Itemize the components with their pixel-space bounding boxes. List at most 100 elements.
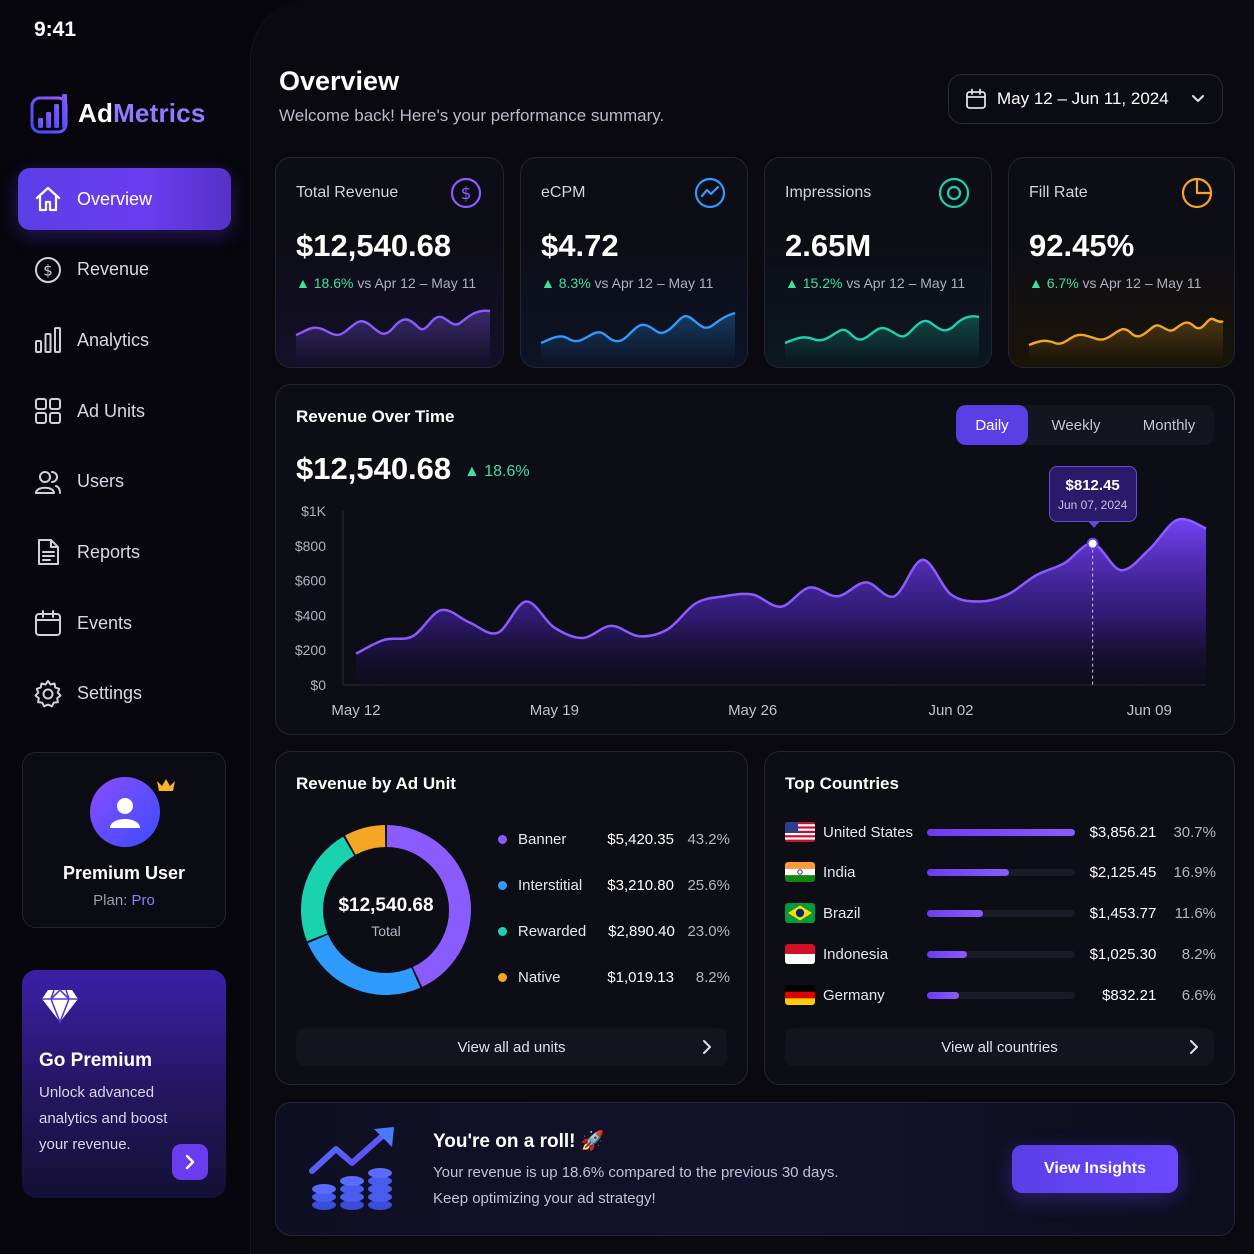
ad-unit-donut-chart[interactable] xyxy=(296,820,476,1000)
kpi-card-ecpm[interactable]: eCPM $4.72 ▲ 8.3% vs Apr 12 – May 11 xyxy=(520,157,748,368)
kpi-value: 2.65M xyxy=(785,228,872,263)
donut-slice-native[interactable] xyxy=(345,825,386,855)
country-share-bar xyxy=(927,828,1075,836)
chart-title: Revenue Over Time xyxy=(296,407,455,426)
country-name: United States xyxy=(823,823,914,841)
ad-unit-row-banner[interactable]: Banner $5,420.35 43.2% xyxy=(498,827,730,851)
highlight-point[interactable] xyxy=(1086,537,1099,550)
revenue-area-chart[interactable]: $0 $200 $400 $600 $800 $1K May 12 May 19 May 26… xyxy=(276,385,1235,735)
go-premium-description: Unlock advanced analytics and boost your… xyxy=(39,1084,168,1153)
country-share: 11.6% xyxy=(1174,904,1216,922)
go-premium-button[interactable] xyxy=(172,1144,208,1180)
ad-unit-row-interstitial[interactable]: Interstitial $3,210.80 25.6% xyxy=(498,873,730,897)
sidebar-item-revenue[interactable]: $ Revenue xyxy=(18,239,231,301)
period-daily-button[interactable]: Daily xyxy=(956,405,1028,445)
app-logo[interactable]: AdMetrics xyxy=(30,92,206,134)
sidebar-item-settings[interactable]: Settings xyxy=(18,663,231,725)
sidebar-item-label: Events xyxy=(77,612,133,633)
chevron-right-icon xyxy=(1190,1040,1198,1054)
calendar-icon xyxy=(966,88,986,109)
country-name: Indonesia xyxy=(823,945,889,963)
country-amount: $832.21 xyxy=(1102,986,1157,1004)
kpi-label: Impressions xyxy=(785,184,872,201)
ad-unit-title: Revenue by Ad Unit xyxy=(296,774,456,793)
country-row-brazil[interactable]: Brazil $1,453.77 11.6% xyxy=(785,900,1216,926)
kpi-delta: ▲ 15.2% vs Apr 12 – May 11 xyxy=(785,275,966,291)
sidebar-item-overview[interactable]: Overview xyxy=(18,168,231,230)
country-share-bar xyxy=(927,991,1075,999)
ad-unit-row-native[interactable]: Native $1,019.13 8.2% xyxy=(498,965,730,989)
donut-slice-banner[interactable] xyxy=(386,825,471,987)
user-icon xyxy=(110,798,140,828)
target-icon xyxy=(938,177,970,209)
ad-unit-share: 25.6% xyxy=(687,876,730,894)
sidebar-item-analytics[interactable]: Analytics xyxy=(18,309,231,371)
donut-slice-rewarded[interactable] xyxy=(301,836,355,942)
sidebar: AdMetrics Overview $ Revenue Analytics A… xyxy=(0,0,250,1254)
country-share-bar xyxy=(927,950,1075,958)
ad-unit-amount: $1,019.13 xyxy=(607,968,674,986)
kpi-card-total-revenue[interactable]: Total Revenue $ $12,540.68 ▲ 18.6% vs Ap… xyxy=(275,157,504,368)
chevron-right-icon xyxy=(185,1154,195,1170)
premium-user-card[interactable]: Premium User Plan: Pro xyxy=(22,752,226,928)
status-time: 9:41 xyxy=(34,18,77,41)
gear-icon xyxy=(34,679,62,708)
sidebar-item-events[interactable]: Events xyxy=(18,592,231,654)
diamond-icon xyxy=(42,988,78,1025)
sparkline-ecpm xyxy=(540,311,736,363)
top-countries-card: Top Countries United States $3,856.21 30… xyxy=(764,751,1235,1085)
top-countries-title: Top Countries xyxy=(785,774,899,793)
view-all-ad-units-label: View all ad units xyxy=(457,1038,566,1056)
sidebar-item-reports[interactable]: Reports xyxy=(18,521,231,583)
sidebar-item-users[interactable]: Users xyxy=(18,451,231,513)
country-row-united-states[interactable]: United States $3,856.21 30.7% xyxy=(785,819,1216,845)
country-share-fill xyxy=(927,828,1075,836)
country-share: 6.6% xyxy=(1181,986,1216,1004)
sidebar-item-label: Overview xyxy=(77,188,153,209)
grid-icon xyxy=(35,398,61,425)
flag-br-icon xyxy=(785,903,815,923)
kpi-card-impressions[interactable]: Impressions 2.65M ▲ 15.2% vs Apr 12 – Ma… xyxy=(764,157,992,368)
y-tick-label: $0 xyxy=(310,677,326,693)
country-amount: $1,025.30 xyxy=(1089,945,1157,963)
country-row-germany[interactable]: Germany $832.21 6.6% xyxy=(785,982,1216,1008)
promo-banner: You're on a roll! 🚀 Your revenue is up 1… xyxy=(275,1102,1235,1236)
view-all-countries-button[interactable]: View all countries xyxy=(785,1028,1214,1066)
period-weekly-button[interactable]: Weekly xyxy=(1051,416,1101,434)
home-icon xyxy=(35,186,61,212)
country-share-fill xyxy=(927,868,1009,876)
country-amount: $2,125.45 xyxy=(1089,863,1157,881)
flag-de-icon xyxy=(785,985,815,1005)
date-range-value: May 12 – Jun 11, 2024 xyxy=(997,89,1169,108)
view-all-ad-units-button[interactable]: View all ad units xyxy=(296,1028,727,1066)
ad-unit-row-rewarded[interactable]: Rewarded $2,890.40 23.0% xyxy=(498,919,730,943)
kpi-delta: ▲ 18.6% vs Apr 12 – May 11 xyxy=(296,275,477,291)
sidebar-item-label: Users xyxy=(77,471,125,492)
country-row-indonesia[interactable]: Indonesia $1,025.30 8.2% xyxy=(785,941,1216,967)
promo-line-2: Keep optimizing your ad strategy! xyxy=(433,1190,656,1207)
sidebar-item-ad-units[interactable]: Ad Units xyxy=(18,380,231,442)
svg-text:$: $ xyxy=(43,261,53,279)
sidebar-item-label: Revenue xyxy=(77,259,150,280)
bar-chart-icon xyxy=(35,327,61,354)
dollar-circle-icon: $ xyxy=(35,256,61,283)
y-tick-label: $200 xyxy=(295,642,326,658)
country-share-bar xyxy=(927,909,1075,917)
kpi-card-fill-rate[interactable]: Fill Rate 92.45% ▲ 6.7% vs Apr 12 – May … xyxy=(1008,157,1235,368)
country-name: Germany xyxy=(823,986,885,1004)
y-tick-label: $400 xyxy=(295,607,326,623)
date-range-picker[interactable]: May 12 – Jun 11, 2024 xyxy=(948,74,1223,124)
country-amount: $3,856.21 xyxy=(1089,823,1157,841)
chart-tooltip: $812.45 Jun 07, 2024 xyxy=(1048,465,1137,528)
revenue-over-time-card: Revenue Over Time $12,540.68 ▲ 18.6% Dai… xyxy=(275,384,1235,735)
promo-line-1: Your revenue is up 18.6% compared to the… xyxy=(433,1164,839,1181)
donut-slice-interstitial[interactable] xyxy=(307,934,421,995)
pie-icon xyxy=(1181,177,1213,209)
crown-icon xyxy=(157,779,175,791)
view-insights-button[interactable]: View Insights xyxy=(1012,1145,1178,1193)
x-tick-label: Jun 02 xyxy=(928,702,973,719)
period-monthly-button[interactable]: Monthly xyxy=(1142,416,1196,434)
country-row-india[interactable]: India $2,125.45 16.9% xyxy=(785,859,1216,885)
x-tick-label: May 19 xyxy=(530,702,579,719)
ad-unit-amount: $2,890.40 xyxy=(608,922,675,940)
